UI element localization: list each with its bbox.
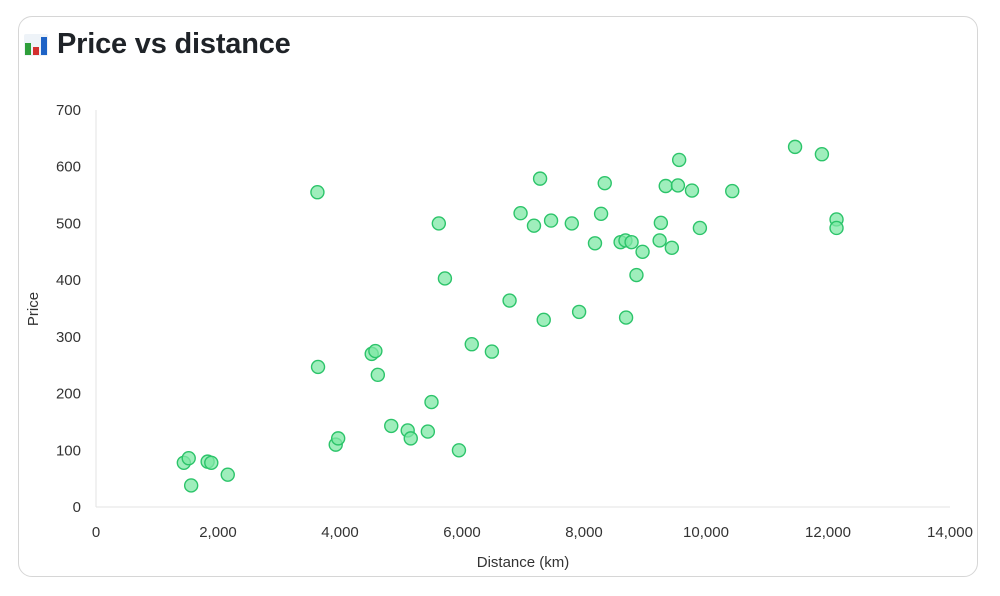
data-point[interactable]	[629, 267, 644, 283]
data-point[interactable]	[635, 244, 650, 259]
data-point[interactable]	[513, 206, 528, 221]
x-tick-label: 6,000	[443, 524, 481, 541]
data-point[interactable]	[814, 147, 830, 162]
data-point[interactable]	[543, 213, 559, 228]
data-point[interactable]	[220, 467, 235, 482]
data-point[interactable]	[664, 240, 680, 256]
data-point[interactable]	[204, 455, 219, 470]
data-point[interactable]	[653, 215, 669, 231]
icon-bar-blue	[41, 36, 47, 55]
data-point[interactable]	[431, 216, 447, 231]
data-point[interactable]	[420, 424, 436, 439]
data-point[interactable]	[368, 343, 383, 359]
data-point[interactable]	[181, 451, 196, 466]
x-tick-label: 14,000	[927, 524, 973, 541]
x-tick-label: 12,000	[805, 524, 851, 541]
data-point[interactable]	[502, 293, 517, 308]
data-point[interactable]	[597, 175, 612, 191]
data-points	[176, 139, 844, 493]
data-point[interactable]	[424, 394, 439, 410]
chart-title: Price vs distance	[57, 28, 291, 60]
y-axis-title: Price	[25, 292, 42, 326]
data-point[interactable]	[310, 185, 325, 200]
data-point[interactable]	[484, 344, 500, 359]
data-point[interactable]	[384, 418, 399, 434]
y-tick-label: 0	[73, 499, 81, 516]
data-point[interactable]	[587, 236, 603, 251]
x-tick-label: 0	[92, 524, 100, 541]
data-point[interactable]	[787, 139, 803, 155]
data-point[interactable]	[618, 310, 634, 325]
x-axis-title: Distance (km)	[477, 554, 570, 571]
data-point[interactable]	[403, 431, 418, 446]
y-tick-label: 300	[56, 329, 81, 346]
y-tick-label: 600	[56, 159, 81, 176]
y-tick-label: 100	[56, 442, 81, 459]
data-point[interactable]	[684, 183, 700, 198]
icon-bar-green	[25, 42, 31, 55]
y-tick-labels: 0 100 200 300 400 500 600 700	[56, 102, 81, 516]
data-point[interactable]	[652, 233, 667, 248]
x-tick-label: 8,000	[565, 524, 603, 541]
x-tick-label: 10,000	[683, 524, 729, 541]
chart-card	[18, 16, 978, 577]
data-point[interactable]	[330, 431, 346, 446]
data-point[interactable]	[451, 443, 467, 458]
data-point[interactable]	[571, 304, 587, 320]
data-point[interactable]	[437, 271, 453, 286]
data-point[interactable]	[536, 312, 551, 328]
data-point[interactable]	[671, 152, 687, 168]
data-point[interactable]	[370, 367, 386, 383]
data-point[interactable]	[670, 178, 686, 193]
chart-header: Price vs distance	[24, 30, 291, 59]
data-point[interactable]	[183, 478, 199, 493]
data-point[interactable]	[829, 220, 844, 236]
y-tick-label: 400	[56, 272, 81, 289]
icon-bar-red	[33, 46, 39, 55]
data-point[interactable]	[725, 183, 740, 199]
x-tick-label: 4,000	[321, 524, 359, 541]
y-tick-label: 500	[56, 215, 81, 232]
data-point[interactable]	[624, 234, 639, 250]
data-point[interactable]	[692, 220, 708, 236]
x-tick-labels: 0 2,000 4,000 6,000 8,000 10,000 12,000 14,000	[92, 524, 973, 541]
axes	[95, 110, 950, 508]
data-point[interactable]	[310, 359, 326, 375]
data-point[interactable]	[564, 216, 579, 231]
bar-chart-icon	[24, 33, 48, 56]
data-point[interactable]	[464, 337, 479, 352]
data-point[interactable]	[526, 218, 542, 233]
data-point[interactable]	[532, 171, 548, 186]
y-tick-label: 200	[56, 386, 81, 403]
x-tick-label: 2,000	[199, 524, 237, 541]
data-point[interactable]	[593, 206, 609, 221]
y-tick-label: 700	[56, 102, 81, 119]
data-point[interactable]	[658, 178, 673, 194]
